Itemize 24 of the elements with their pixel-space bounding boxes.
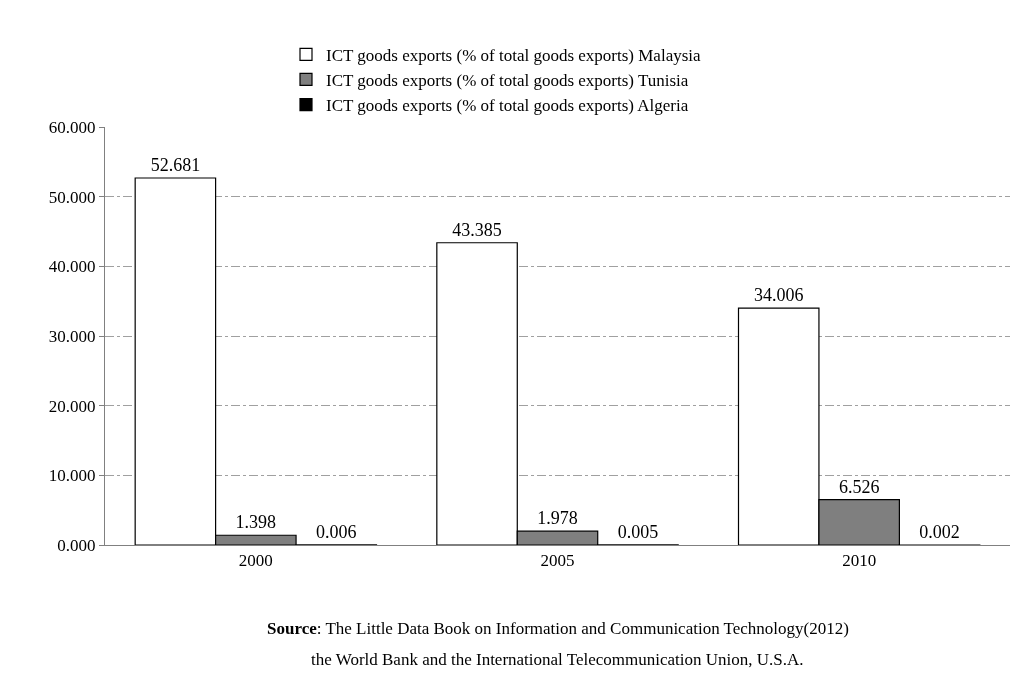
y-tick-label: 0.000 xyxy=(57,535,96,555)
data-label: 0.006 xyxy=(316,521,357,542)
data-label: 1.398 xyxy=(235,512,277,533)
y-tick-label: 30.000 xyxy=(48,326,96,346)
data-label: 0.005 xyxy=(617,521,659,542)
legend-label: ICT goods exports (% of total goods exports) Malaysia xyxy=(326,46,702,65)
legend-label: ICT goods exports (% of total goods exports) Algeria xyxy=(326,96,689,116)
legend-label: ICT goods exports (% of total goods exports) Tunisia xyxy=(326,71,689,91)
x-tick-label: 2005 xyxy=(540,551,575,571)
y-tick-label: 10.000 xyxy=(48,466,96,486)
y-tick-label: 50.000 xyxy=(48,187,96,207)
text: the World Bank and the International Telecommunication Union, U.S.A. xyxy=(311,650,804,669)
y-tick-label: 60.000 xyxy=(48,117,96,137)
data-label: 0.002 xyxy=(919,521,960,542)
y-tick-label: 40.000 xyxy=(48,257,96,277)
data-label: 52.681 xyxy=(150,154,201,175)
x-tick-label: 2010 xyxy=(842,551,877,571)
y-tick-label: 20.000 xyxy=(48,396,96,416)
x-tick-label: 2000 xyxy=(238,551,273,571)
data-label: 34.006 xyxy=(753,285,804,306)
data-label: 1.978 xyxy=(537,508,578,529)
source-note: Source: The Little Data Book on Information and Communication Technology(2012) xyxy=(267,619,849,638)
data-label: 6.526 xyxy=(838,476,880,497)
data-label: 43.385 xyxy=(452,219,502,240)
